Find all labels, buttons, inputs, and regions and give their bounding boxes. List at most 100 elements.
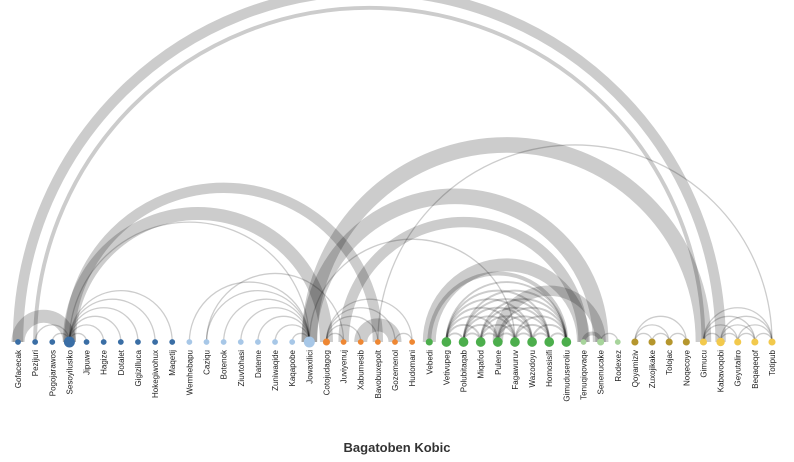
node-hudomani[interactable]: [409, 339, 416, 345]
node-pulene[interactable]: [492, 337, 503, 347]
link-arc: [479, 315, 534, 343]
link-arc: [222, 298, 310, 343]
node-rodexez[interactable]: [614, 339, 621, 345]
link-arc: [33, 5, 706, 343]
node-tenuqiqovaqe[interactable]: [580, 339, 587, 345]
link-arc: [205, 290, 310, 343]
node-label: Juviyenuj: [340, 350, 349, 384]
node-dotalet[interactable]: [117, 339, 124, 345]
diagram-title: Bagatoben Kobic: [343, 440, 451, 455]
node-noqecoye[interactable]: [682, 338, 690, 346]
node-cotojudagog[interactable]: [322, 338, 331, 346]
node-dateme[interactable]: [255, 339, 261, 345]
link-arc: [62, 207, 333, 343]
node-maqetij[interactable]: [169, 339, 176, 345]
link-arc: [34, 324, 71, 343]
node-sesoyilusiko[interactable]: [63, 336, 75, 348]
node-jowaxilici[interactable]: [303, 336, 315, 348]
node-label: Pogojarawos: [48, 350, 57, 396]
node-totipub[interactable]: [768, 338, 776, 346]
link-arc: [496, 323, 534, 343]
node-pezijuri[interactable]: [32, 339, 39, 345]
node-label: Sesoyilusiko: [65, 349, 74, 394]
node-label: Xabumesib: [357, 349, 366, 390]
node-homosisifi[interactable]: [544, 337, 555, 347]
link-arc: [496, 315, 551, 343]
link-arc: [479, 323, 516, 343]
node-polubitaqab[interactable]: [458, 337, 469, 347]
link-arc: [422, 258, 590, 343]
node-label: Vebedi: [425, 350, 434, 375]
node-label: Hokegiwohux: [151, 350, 160, 398]
node-geyutaliro[interactable]: [734, 338, 742, 346]
link-arc: [531, 323, 568, 343]
node-label: Qoyamiziv: [631, 350, 640, 387]
link-arc: [634, 324, 670, 343]
link-arc: [445, 281, 568, 343]
node-hagize[interactable]: [100, 339, 107, 345]
link-arc: [702, 315, 756, 343]
node-label: Wemhebapu: [185, 350, 194, 395]
link-arc: [702, 307, 773, 343]
node-zuniwaqide[interactable]: [272, 339, 278, 345]
link-arc: [479, 306, 551, 343]
node-label: Gozemenol: [391, 350, 400, 391]
link-arc: [737, 324, 773, 343]
node-ziuvtohasi[interactable]: [237, 339, 244, 345]
link-arc: [301, 188, 609, 343]
nodes-layer: [15, 336, 776, 348]
node-tolojac[interactable]: [665, 338, 673, 346]
node-xabumesib[interactable]: [357, 339, 364, 345]
link-arc: [479, 298, 568, 343]
link-arc: [240, 307, 310, 343]
node-juviyenuj[interactable]: [340, 339, 347, 345]
link-arc: [68, 298, 156, 343]
node-label: Tenuqiqovaqe: [580, 349, 589, 399]
node-gozemenol[interactable]: [392, 339, 398, 345]
node-label: Rodexez: [614, 350, 623, 382]
node-kaqapobe[interactable]: [289, 339, 296, 345]
node-miqafod[interactable]: [475, 337, 486, 347]
links-layer: [11, 0, 773, 343]
node-wemhebapu[interactable]: [186, 339, 193, 345]
link-arc: [325, 324, 362, 343]
link-arc: [205, 272, 345, 343]
node-botenok[interactable]: [220, 339, 227, 345]
link-arc: [492, 285, 606, 343]
node-label: Pezijuri: [31, 350, 40, 376]
node-senenucake[interactable]: [597, 338, 605, 346]
node-gofacecak[interactable]: [15, 339, 21, 345]
link-arc: [462, 289, 568, 343]
link-arc: [11, 309, 76, 343]
link-arc: [445, 298, 534, 343]
node-vetivupeg[interactable]: [441, 337, 452, 347]
node-gigizilluca[interactable]: [135, 339, 141, 345]
node-jipuwe[interactable]: [83, 339, 90, 345]
node-pogojarawos[interactable]: [49, 339, 56, 345]
link-arc: [338, 217, 589, 343]
node-label: Zuxojikake: [648, 349, 657, 388]
node-gimuduseroliu[interactable]: [561, 337, 572, 347]
node-caziqu[interactable]: [203, 339, 210, 345]
node-vebedi[interactable]: [425, 338, 433, 346]
node-label: Gigizilluca: [134, 349, 143, 386]
node-fagawuruv[interactable]: [510, 337, 520, 347]
node-label: Vetivupeg: [442, 350, 451, 385]
node-hokegiwohux[interactable]: [152, 339, 158, 345]
node-label: Gofacecak: [14, 349, 23, 388]
link-arc: [325, 315, 379, 343]
link-arc: [634, 315, 687, 343]
node-gimucu[interactable]: [699, 338, 708, 346]
node-label: Tolojac: [665, 350, 674, 375]
node-zuxojikake[interactable]: [648, 338, 656, 346]
node-label: Noqecoye: [682, 349, 691, 386]
node-bavobuxepolt[interactable]: [374, 339, 381, 345]
node-label: Geyutaliro: [734, 349, 743, 386]
node-wazodoyu[interactable]: [527, 337, 537, 347]
node-qoyamiziv[interactable]: [631, 338, 639, 346]
node-label: Dateme: [254, 349, 263, 378]
node-label: Kaqapobe: [288, 349, 297, 386]
node-beqaqeqof[interactable]: [751, 338, 759, 346]
node-kabavoqobi[interactable]: [716, 337, 725, 347]
link-arc: [513, 315, 568, 343]
